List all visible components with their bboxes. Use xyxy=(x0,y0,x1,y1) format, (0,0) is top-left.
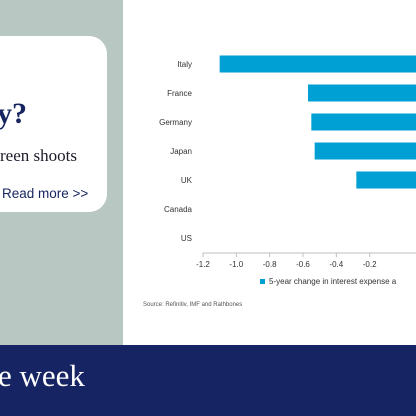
category-label: Germany xyxy=(159,118,192,127)
x-tick-label: -1.0 xyxy=(229,260,243,269)
promo-subtitle: reen shoots xyxy=(0,146,77,165)
promo-card[interactable] xyxy=(0,36,107,212)
x-tick-label: -0.6 xyxy=(296,260,310,269)
legend-swatch xyxy=(260,279,265,284)
category-label: Italy xyxy=(177,60,192,69)
footer-bar xyxy=(0,345,416,416)
bar xyxy=(308,84,416,102)
footer-title: e week xyxy=(0,358,85,393)
bar xyxy=(356,171,416,189)
bar xyxy=(219,55,416,73)
bars-layer xyxy=(219,55,416,189)
category-label: Japan xyxy=(170,147,192,156)
category-label: US xyxy=(181,234,192,243)
bar xyxy=(314,142,416,160)
x-tick-label: -0.4 xyxy=(329,260,343,269)
bar xyxy=(311,113,416,131)
category-label: France xyxy=(167,89,192,98)
category-labels: Italy France Germany Japan UK Canada US xyxy=(159,60,193,243)
read-more-link[interactable]: Read more >> xyxy=(2,186,89,201)
x-tick-label: -0.8 xyxy=(263,260,277,269)
category-label: Canada xyxy=(164,205,193,214)
promo-title: y? xyxy=(0,97,27,130)
category-label: UK xyxy=(181,176,193,185)
x-tick-label: -0.2 xyxy=(363,260,377,269)
x-tick-label: -1.2 xyxy=(196,260,210,269)
source-note: Source: Refinitiv, IMF and Rathbones xyxy=(143,302,242,308)
x-axis-ticks: -1.2 -1.0 -0.8 -0.6 -0.4 -0.2 xyxy=(196,253,377,269)
legend-label: 5-year change in interest expense a xyxy=(269,277,397,286)
